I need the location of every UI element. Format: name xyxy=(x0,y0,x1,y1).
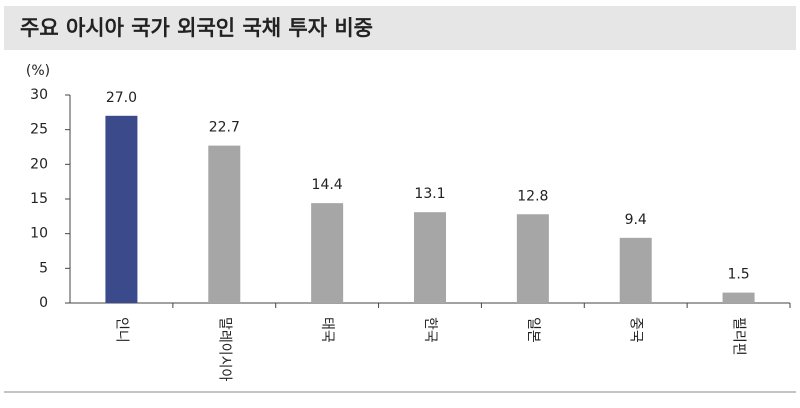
x-tick-label: 필리핀 xyxy=(731,317,747,356)
bar xyxy=(414,212,446,303)
x-tick-label: 태국 xyxy=(319,317,335,343)
bar xyxy=(722,292,755,303)
y-tick-label: 0 xyxy=(39,295,48,311)
y-tick-label: 30 xyxy=(30,87,48,103)
title-band xyxy=(4,6,796,50)
y-tick-label: 20 xyxy=(30,156,48,172)
x-tick-label: 인니 xyxy=(113,317,129,343)
x-tick-label: 한국 xyxy=(422,317,438,343)
value-label: 12.8 xyxy=(517,188,548,204)
bar xyxy=(208,145,241,303)
x-tick-label: 일본 xyxy=(525,317,541,343)
bar xyxy=(619,237,652,303)
bar xyxy=(516,214,549,303)
value-label: 14.4 xyxy=(312,177,343,193)
y-tick-label: 15 xyxy=(30,191,48,207)
value-label: 9.4 xyxy=(625,212,647,228)
x-tick-label: 말레이시아 xyxy=(216,317,232,382)
value-label: 13.1 xyxy=(414,186,445,202)
bar xyxy=(311,203,344,303)
value-label: 22.7 xyxy=(209,120,240,136)
value-label: 27.0 xyxy=(106,90,137,106)
y-tick-label: 10 xyxy=(30,226,48,242)
value-label: 1.5 xyxy=(727,267,749,283)
y-axis-label: (%) xyxy=(26,63,50,79)
bar xyxy=(105,115,138,303)
y-tick-label: 5 xyxy=(39,260,48,276)
x-tick-label: 중국 xyxy=(628,317,644,343)
y-tick-label: 25 xyxy=(30,122,48,138)
chart-title: 주요 아시아 국가 외국인 국채 투자 비중 xyxy=(20,16,373,40)
